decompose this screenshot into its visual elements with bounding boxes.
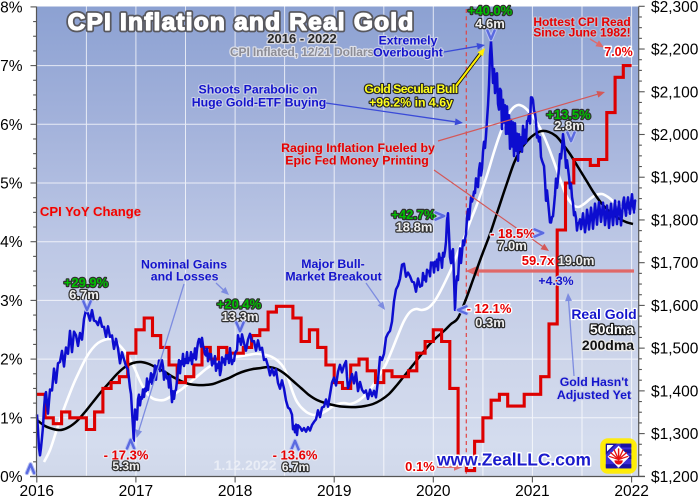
svg-text:200dma: 200dma xyxy=(582,337,634,353)
svg-text:0.3m: 0.3m xyxy=(475,315,505,330)
svg-text:Huge Gold-ETF Buying: Huge Gold-ETF Buying xyxy=(192,95,327,109)
svg-text:$2,100: $2,100 xyxy=(651,84,699,101)
svg-text:- 18.5%: - 18.5% xyxy=(490,226,535,241)
svg-text:CPI Inflation and Real Gold: CPI Inflation and Real Gold xyxy=(68,9,415,36)
svg-text:7%: 7% xyxy=(0,58,23,75)
svg-text:Gold Hasn't: Gold Hasn't xyxy=(560,375,629,389)
svg-text:7.0%: 7.0% xyxy=(604,45,633,59)
svg-text:50dma: 50dma xyxy=(590,321,635,337)
svg-text:$1,700: $1,700 xyxy=(651,255,699,272)
svg-text:$1,800: $1,800 xyxy=(651,212,699,229)
svg-text:+20.4%: +20.4% xyxy=(217,297,262,312)
svg-text:Gold Secular Bull: Gold Secular Bull xyxy=(364,82,457,96)
svg-text:Extremely: Extremely xyxy=(379,33,438,47)
svg-text:$1,300: $1,300 xyxy=(651,426,699,443)
svg-text:19.0m: 19.0m xyxy=(558,253,595,268)
svg-text:Since June 1982!: Since June 1982! xyxy=(533,26,630,40)
svg-text:+29.9%: +29.9% xyxy=(64,275,109,290)
svg-text:7.0m: 7.0m xyxy=(497,238,527,253)
svg-text:Shoots Parabolic on: Shoots Parabolic on xyxy=(199,83,318,97)
svg-text:+4.3%: +4.3% xyxy=(538,274,573,288)
svg-text:3%: 3% xyxy=(0,293,23,310)
svg-text:Nominal Gains: Nominal Gains xyxy=(141,258,227,272)
svg-text:1.12.2022: 1.12.2022 xyxy=(213,458,276,474)
svg-text:59.7x: 59.7x xyxy=(522,253,555,268)
svg-text:- 12.1%: - 12.1% xyxy=(467,301,512,316)
svg-text:2016 - 2022: 2016 - 2022 xyxy=(267,31,336,46)
svg-text:6%: 6% xyxy=(0,117,23,134)
svg-text:$1,200: $1,200 xyxy=(651,469,699,486)
svg-text:$2,300: $2,300 xyxy=(651,0,699,16)
svg-text:- 13.6%: - 13.6% xyxy=(273,448,318,463)
svg-text:0%: 0% xyxy=(0,469,23,486)
svg-text:www.ZealLLC.com: www.ZealLLC.com xyxy=(436,450,591,470)
svg-text:2017: 2017 xyxy=(119,483,153,500)
svg-text:18.8m: 18.8m xyxy=(396,219,433,234)
svg-text:Major Bull-: Major Bull- xyxy=(301,257,365,271)
svg-text:2%: 2% xyxy=(0,352,23,369)
svg-text:+40.0%: +40.0% xyxy=(468,3,513,18)
svg-text:4%: 4% xyxy=(0,234,23,251)
svg-text:$1,900: $1,900 xyxy=(651,170,699,187)
svg-text:8%: 8% xyxy=(0,0,23,16)
svg-text:2020: 2020 xyxy=(416,483,451,500)
svg-text:2016: 2016 xyxy=(20,483,54,500)
svg-text:2018: 2018 xyxy=(218,483,252,500)
svg-text:- 17.3%: - 17.3% xyxy=(104,448,149,463)
svg-text:2021: 2021 xyxy=(515,483,549,500)
svg-text:+13.5%: +13.5% xyxy=(546,107,591,122)
svg-text:CPI Inflation and Real Gold: CPI Inflation and Real Gold xyxy=(68,9,415,36)
svg-text:Raging Inflation Fueled by: Raging Inflation Fueled by xyxy=(281,141,435,155)
svg-text:+42.7%: +42.7% xyxy=(391,207,436,222)
svg-text:2.8m: 2.8m xyxy=(554,118,584,133)
svg-text:5.3m: 5.3m xyxy=(112,459,139,473)
svg-text:$1,600: $1,600 xyxy=(651,298,699,315)
svg-text:Market Breakout: Market Breakout xyxy=(285,270,381,284)
svg-text:2019: 2019 xyxy=(317,483,351,500)
svg-text:Adjusted Yet: Adjusted Yet xyxy=(557,388,631,402)
svg-text:Overbought: Overbought xyxy=(373,46,443,60)
svg-text:CPI YoY Change: CPI YoY Change xyxy=(40,204,141,219)
svg-text:5%: 5% xyxy=(0,176,23,193)
svg-text:Hottest CPI Read: Hottest CPI Read xyxy=(533,15,630,29)
svg-text:Epic Fed Money Printing: Epic Fed Money Printing xyxy=(285,154,428,168)
svg-text:+96.2% in 4.6y: +96.2% in 4.6y xyxy=(369,95,453,109)
svg-text:4.6m: 4.6m xyxy=(475,16,505,31)
svg-text:1%: 1% xyxy=(0,410,23,427)
svg-text:6.7m: 6.7m xyxy=(69,287,99,302)
svg-text:6.7m: 6.7m xyxy=(282,460,309,474)
svg-text:13.3m: 13.3m xyxy=(222,309,259,324)
svg-text:$1,500: $1,500 xyxy=(651,341,699,358)
svg-text:Real Gold: Real Gold xyxy=(571,306,636,322)
svg-text:2022: 2022 xyxy=(614,483,648,500)
svg-text:and Losses: and Losses xyxy=(151,270,219,284)
svg-text:$1,400: $1,400 xyxy=(651,383,699,400)
svg-text:$2,000: $2,000 xyxy=(651,127,699,144)
svg-text:CPI Inflated, 12/21 Dollars: CPI Inflated, 12/21 Dollars xyxy=(230,45,374,59)
svg-text:$2,200: $2,200 xyxy=(651,42,699,59)
svg-text:0.1%: 0.1% xyxy=(405,459,435,474)
